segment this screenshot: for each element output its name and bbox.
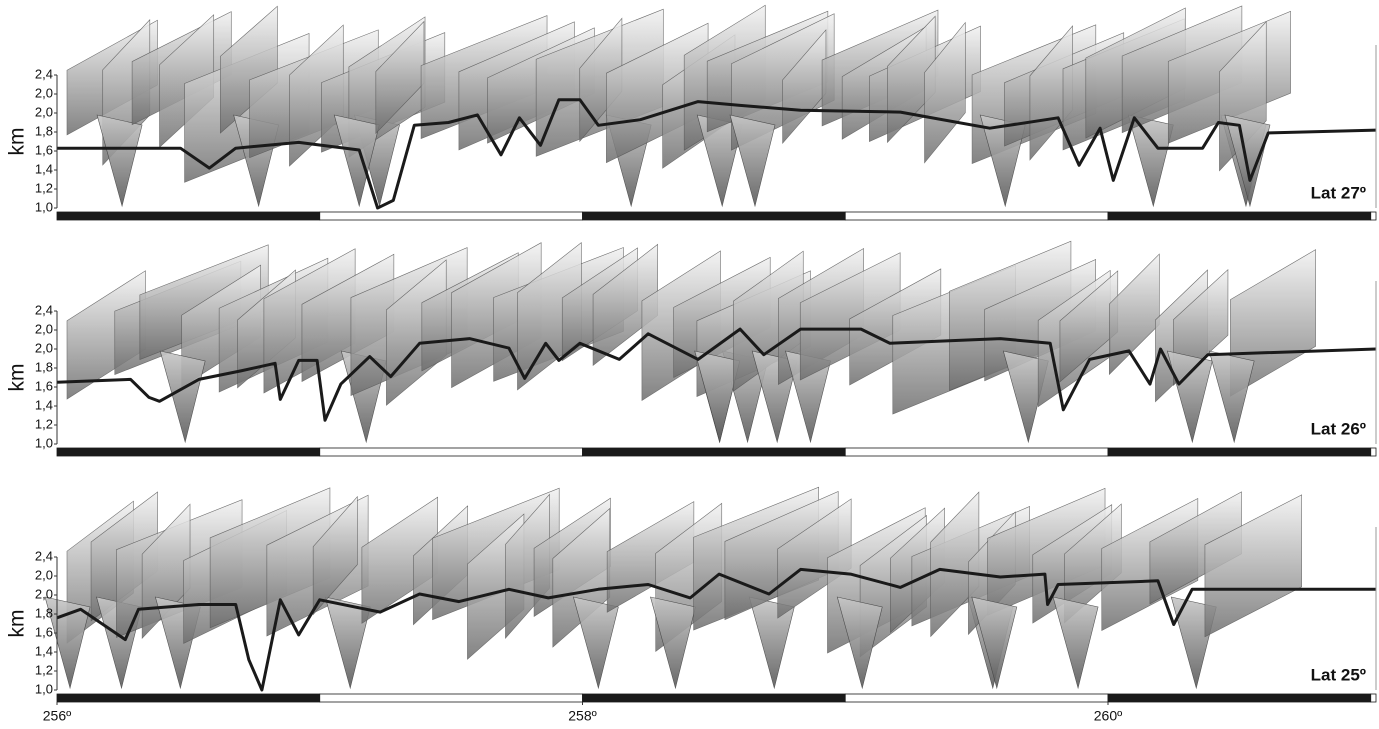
scale-bar-segment (845, 212, 1108, 220)
y-tick-label: 1,4 (35, 643, 53, 658)
y-tick-label: 1,2 (35, 662, 53, 677)
scale-bar-segment (845, 448, 1108, 456)
y-tick-label: 2,0 (35, 104, 53, 119)
y-tick-label: 2,0 (35, 586, 53, 601)
scale-bar-segment (1108, 694, 1371, 702)
scale-bar-segment (845, 694, 1108, 702)
page: 1,01,21,41,61,82,02,02,4kmLat 27º1,01,21… (0, 0, 1379, 729)
y-tick-label: 2,0 (35, 567, 53, 582)
scale-bar-segment (57, 212, 320, 220)
panel: 1,0 1,2 1,4 1,6 1,8 2,0 2,0 2,4 km Lat 26º (6, 241, 1376, 456)
y-tick-label: 1,6 (35, 378, 53, 393)
y-tick-label: 1,0 (35, 435, 53, 450)
fault-wedge (573, 597, 618, 688)
panel-annotation: Lat 25º (1311, 665, 1366, 684)
y-tick-label: 1,8 (35, 359, 53, 374)
scale-bar-segment (320, 448, 583, 456)
y-tick-label: 1,0 (35, 681, 53, 696)
x-tick-label: 256º (43, 708, 71, 724)
y-tick-label: 1,2 (35, 180, 53, 195)
fault-wedge (972, 597, 1017, 688)
panel-annotation: Lat 27º (1311, 183, 1366, 202)
scale-bar-segment (582, 448, 845, 456)
panel: 1,0 1,2 1,4 1,6 1,8 2,0 2,0 2,4 km Lat 25º 256º 258… (6, 487, 1376, 723)
y-tick-label: 2,4 (35, 548, 53, 563)
y-tick-label: 2,4 (35, 66, 53, 81)
scale-bar-segment (57, 448, 320, 456)
y-tick-label: 2,0 (35, 321, 53, 336)
y-tick-label: 1,6 (35, 142, 53, 157)
y-tick-label: 1,8 (35, 123, 53, 138)
fault-wedge (730, 115, 775, 206)
figure: 1,01,21,41,61,82,02,02,4kmLat 27º1,01,21… (0, 0, 1379, 729)
y-tick-label: 2,0 (35, 85, 53, 100)
x-tick-label: 260º (1094, 708, 1122, 724)
y-tick-label: 1,8 (35, 605, 53, 620)
scale-bar-segment (582, 694, 845, 702)
x-tick-label: 258º (568, 708, 596, 724)
scale-bar-segment (320, 212, 583, 220)
scale-bar-segment (320, 694, 583, 702)
scale-bar-segment (57, 694, 320, 702)
y-tick-label: 1,4 (35, 161, 53, 176)
fault-wedge (1167, 351, 1212, 442)
fault-wedge (695, 351, 740, 442)
fault-wedge (1053, 597, 1098, 688)
scale-bar-segment (1108, 448, 1371, 456)
y-tick-label: 1,6 (35, 624, 53, 639)
y-axis-label: km (6, 610, 29, 638)
y-axis-label: km (6, 128, 29, 156)
fault-wedge (1209, 351, 1254, 442)
panel-annotation: Lat 26º (1311, 419, 1366, 438)
scale-bar-segment (1108, 212, 1371, 220)
y-tick-label: 2,4 (35, 302, 53, 317)
scale-bar-segment (582, 212, 845, 220)
fault-wedge (1128, 115, 1173, 206)
scale-bar-segment (1371, 448, 1376, 456)
scale-bar-segment (1371, 694, 1376, 702)
scale-bar-segment (1371, 212, 1376, 220)
y-tick-label: 2,0 (35, 340, 53, 355)
y-axis-label: km (6, 364, 29, 392)
y-tick-label: 1,2 (35, 416, 53, 431)
y-tick-label: 1,0 (35, 199, 53, 214)
panel: 1,0 1,2 1,4 1,6 1,8 2,0 2,0 2,4 km Lat 27º (6, 5, 1376, 220)
y-tick-label: 1,4 (35, 397, 53, 412)
